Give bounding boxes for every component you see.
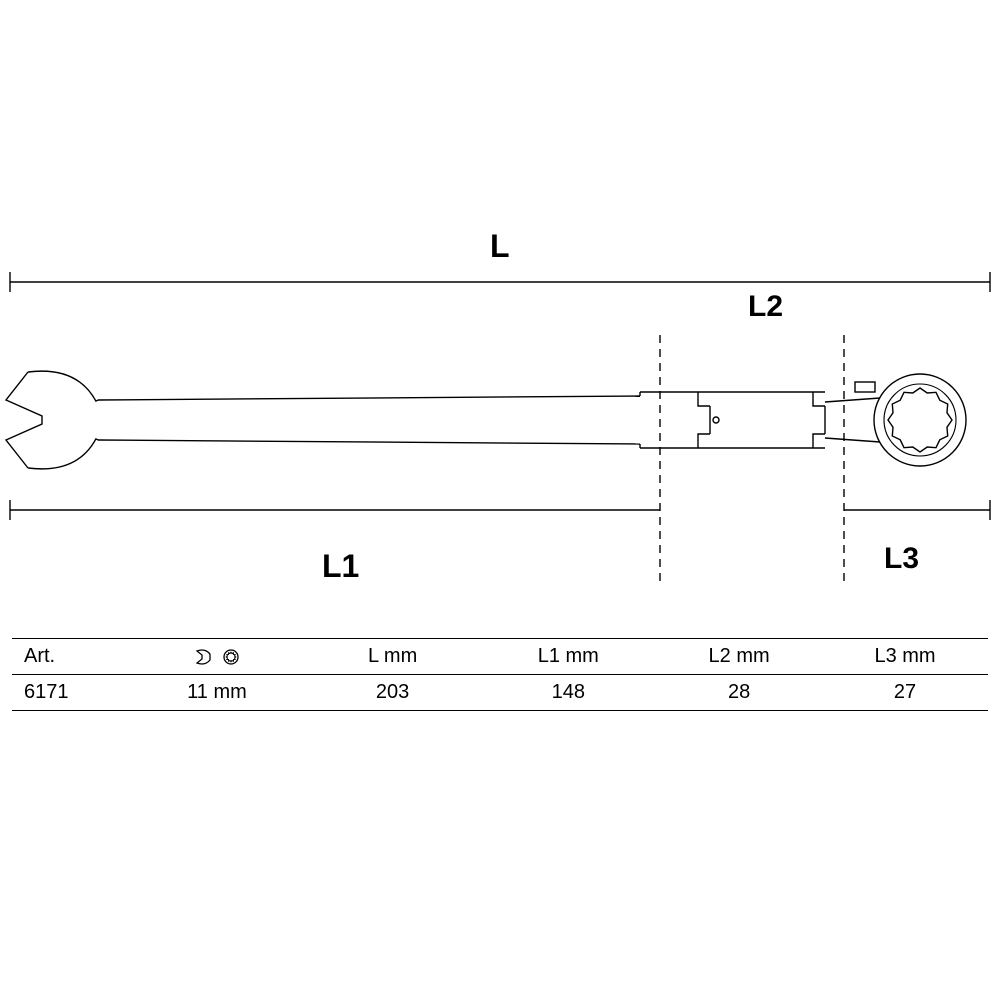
table-row: 617111 mm2031482827 [12, 675, 988, 711]
col-header: L1 mm [480, 639, 656, 675]
open-end-icon [193, 648, 215, 666]
table-cell: 11 mm [129, 675, 305, 711]
ring-end-icon [221, 648, 241, 666]
table-cell: 27 [822, 675, 988, 711]
col-header: L mm [305, 639, 481, 675]
table-cell: 6171 [12, 675, 129, 711]
spec-table: Art. L mmL1 mmL2 mmL3 mm 617111 mm203148… [12, 638, 988, 711]
table-cell: 148 [480, 675, 656, 711]
table-cell: 203 [305, 675, 481, 711]
col-header [129, 639, 305, 675]
col-header: L2 mm [656, 639, 822, 675]
col-header: L3 mm [822, 639, 988, 675]
wrench-diagram [0, 0, 1000, 1000]
col-header: Art. [12, 639, 129, 675]
table-cell: 28 [656, 675, 822, 711]
